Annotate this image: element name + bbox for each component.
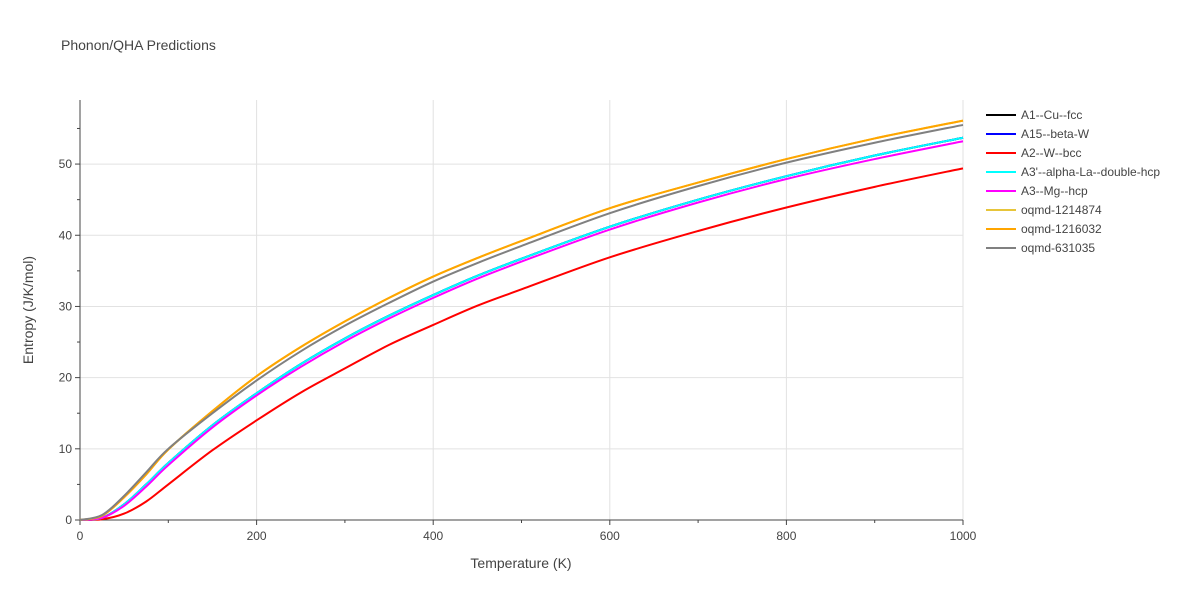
legend-label-0: A1--Cu--fcc: [1021, 108, 1082, 122]
legend-label-6: oqmd-1216032: [1021, 222, 1102, 236]
series-line-3: [79, 136, 964, 521]
y-tick-label: 20: [59, 371, 73, 385]
x-tick-label: 800: [776, 529, 796, 543]
series-group: [79, 119, 964, 522]
x-tick-label: 1000: [950, 529, 977, 543]
ticks: 0 200 400 600 800 1000 0 10 20 30 40 50: [59, 127, 977, 543]
y-tick-label: 40: [59, 228, 73, 242]
x-tick-label: 0: [77, 529, 84, 543]
series-line-6: [79, 119, 964, 521]
legend-label-5: oqmd-1214874: [1021, 203, 1102, 217]
y-tick-label: 10: [59, 442, 73, 456]
x-tick-label: 600: [600, 529, 620, 543]
legend-label-3: A3'--alpha-La--double-hcp: [1021, 165, 1160, 179]
legend-label-2: A2--W--bcc: [1021, 146, 1081, 160]
y-tick-label: 50: [59, 157, 73, 171]
legend-label-1: A15--beta-W: [1021, 127, 1090, 141]
series-line-4: [79, 140, 964, 521]
y-tick-label: 30: [59, 299, 73, 313]
legend: A1--Cu--fcc A15--beta-W A2--W--bcc A3'--alp…: [986, 108, 1160, 255]
y-tick-label: 0: [65, 513, 72, 527]
y-axis-title: Entropy (J/K/mol): [20, 256, 36, 364]
x-tick-label: 200: [247, 529, 267, 543]
legend-label-4: A3--Mg--hcp: [1021, 184, 1088, 198]
x-axis-title: Temperature (K): [470, 555, 571, 571]
series-line-7: [79, 123, 964, 521]
x-tick-label: 400: [423, 529, 443, 543]
chart-title: Phonon/QHA Predictions: [61, 37, 216, 53]
legend-label-7: oqmd-631035: [1021, 241, 1095, 255]
grid: [80, 100, 964, 520]
series-line-2: [79, 167, 964, 522]
